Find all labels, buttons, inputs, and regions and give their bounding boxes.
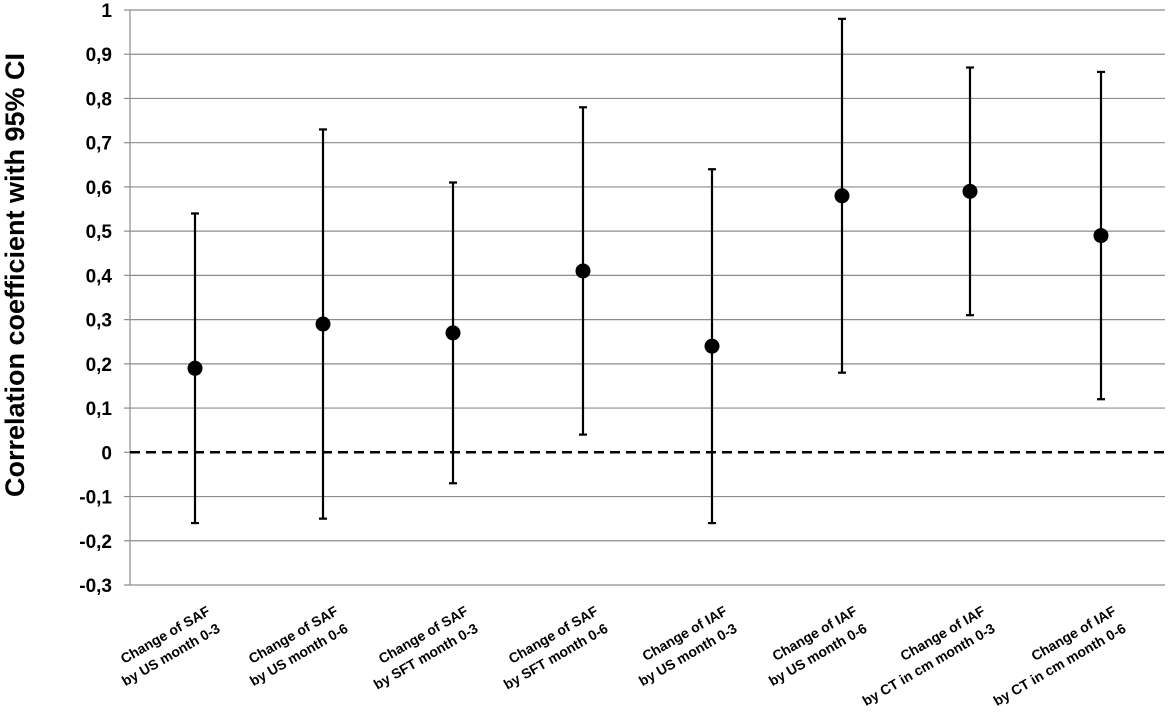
axes (124, 9, 1165, 586)
y-tick-label: 0,3 (86, 311, 112, 332)
y-tick-label: 0,4 (86, 266, 113, 287)
x-tick-label: Change of IAFby US month 0-6 (756, 602, 870, 689)
svg-text:Change of SAFby SFT month 0-3: Change of SAFby SFT month 0-3 (361, 602, 481, 692)
point-estimate (834, 188, 850, 204)
svg-text:Change of SAFby US month 0-6: Change of SAFby US month 0-6 (237, 602, 351, 689)
y-tick-label: 0 (101, 443, 112, 464)
y-tick-label: -0,2 (79, 532, 112, 553)
x-tick-label: Change of IAFby US month 0-3 (626, 602, 740, 689)
y-tick-label: 0,5 (86, 222, 113, 243)
x-tick-label: Change of IAFby CT in cm month 0-6 (980, 602, 1128, 708)
y-tick-label: 0,1 (86, 399, 113, 420)
svg-text:Change of IAFby CT in cm month: Change of IAFby CT in cm month 0-6 (980, 602, 1128, 708)
point-estimate (187, 360, 203, 376)
error-bars (191, 17, 1105, 525)
y-tick-label: -0,1 (79, 488, 112, 509)
svg-text:Change of IAFby CT in cm month: Change of IAFby CT in cm month 0-3 (849, 602, 997, 708)
y-tick-label: 0,7 (86, 134, 112, 155)
point-estimate (704, 338, 720, 354)
point-estimate (445, 325, 461, 341)
point-estimate (315, 316, 331, 332)
svg-text:Change of SAFby SFT month 0-6: Change of SAFby SFT month 0-6 (491, 602, 611, 692)
x-tick-label: Change of SAFby SFT month 0-6 (491, 602, 611, 692)
x-tick-label: Change of IAFby CT in cm month 0-3 (849, 602, 997, 708)
y-tick-label: 0,9 (86, 45, 112, 66)
y-tick-label: 0,6 (86, 178, 112, 199)
point-estimates (187, 183, 1109, 376)
svg-text:Change of IAFby US month 0-6: Change of IAFby US month 0-6 (756, 602, 870, 689)
x-tick-label: Change of SAFby SFT month 0-3 (361, 602, 481, 692)
y-tick-label: -0,3 (79, 576, 112, 597)
y-tick-label: 0,2 (86, 355, 112, 376)
x-tick-label: Change of SAFby US month 0-6 (237, 602, 351, 689)
point-estimate (962, 183, 978, 199)
y-tick-label: 0,8 (86, 89, 112, 110)
y-axis-label: Correlation coefficient with 95% CI (0, 53, 30, 497)
x-axis-tick-labels: Change of SAFby US month 0-3 Change of SA… (109, 602, 1129, 708)
point-estimate (575, 263, 591, 279)
y-tick-label: 1 (101, 1, 112, 22)
svg-text:Change of IAFby US month 0-3: Change of IAFby US month 0-3 (626, 602, 740, 689)
svg-text:Change of SAFby US month 0-3: Change of SAFby US month 0-3 (109, 602, 223, 689)
y-axis-tick-labels: 1 0,9 0,8 0,7 0,6 0,5 0,4 0,3 0,2 0,1 0 -0,1 -0,2 -0,… (79, 1, 112, 597)
point-estimate (1093, 228, 1109, 244)
gridlines (130, 9, 1165, 586)
x-tick-label: Change of SAFby US month 0-3 (109, 602, 223, 689)
